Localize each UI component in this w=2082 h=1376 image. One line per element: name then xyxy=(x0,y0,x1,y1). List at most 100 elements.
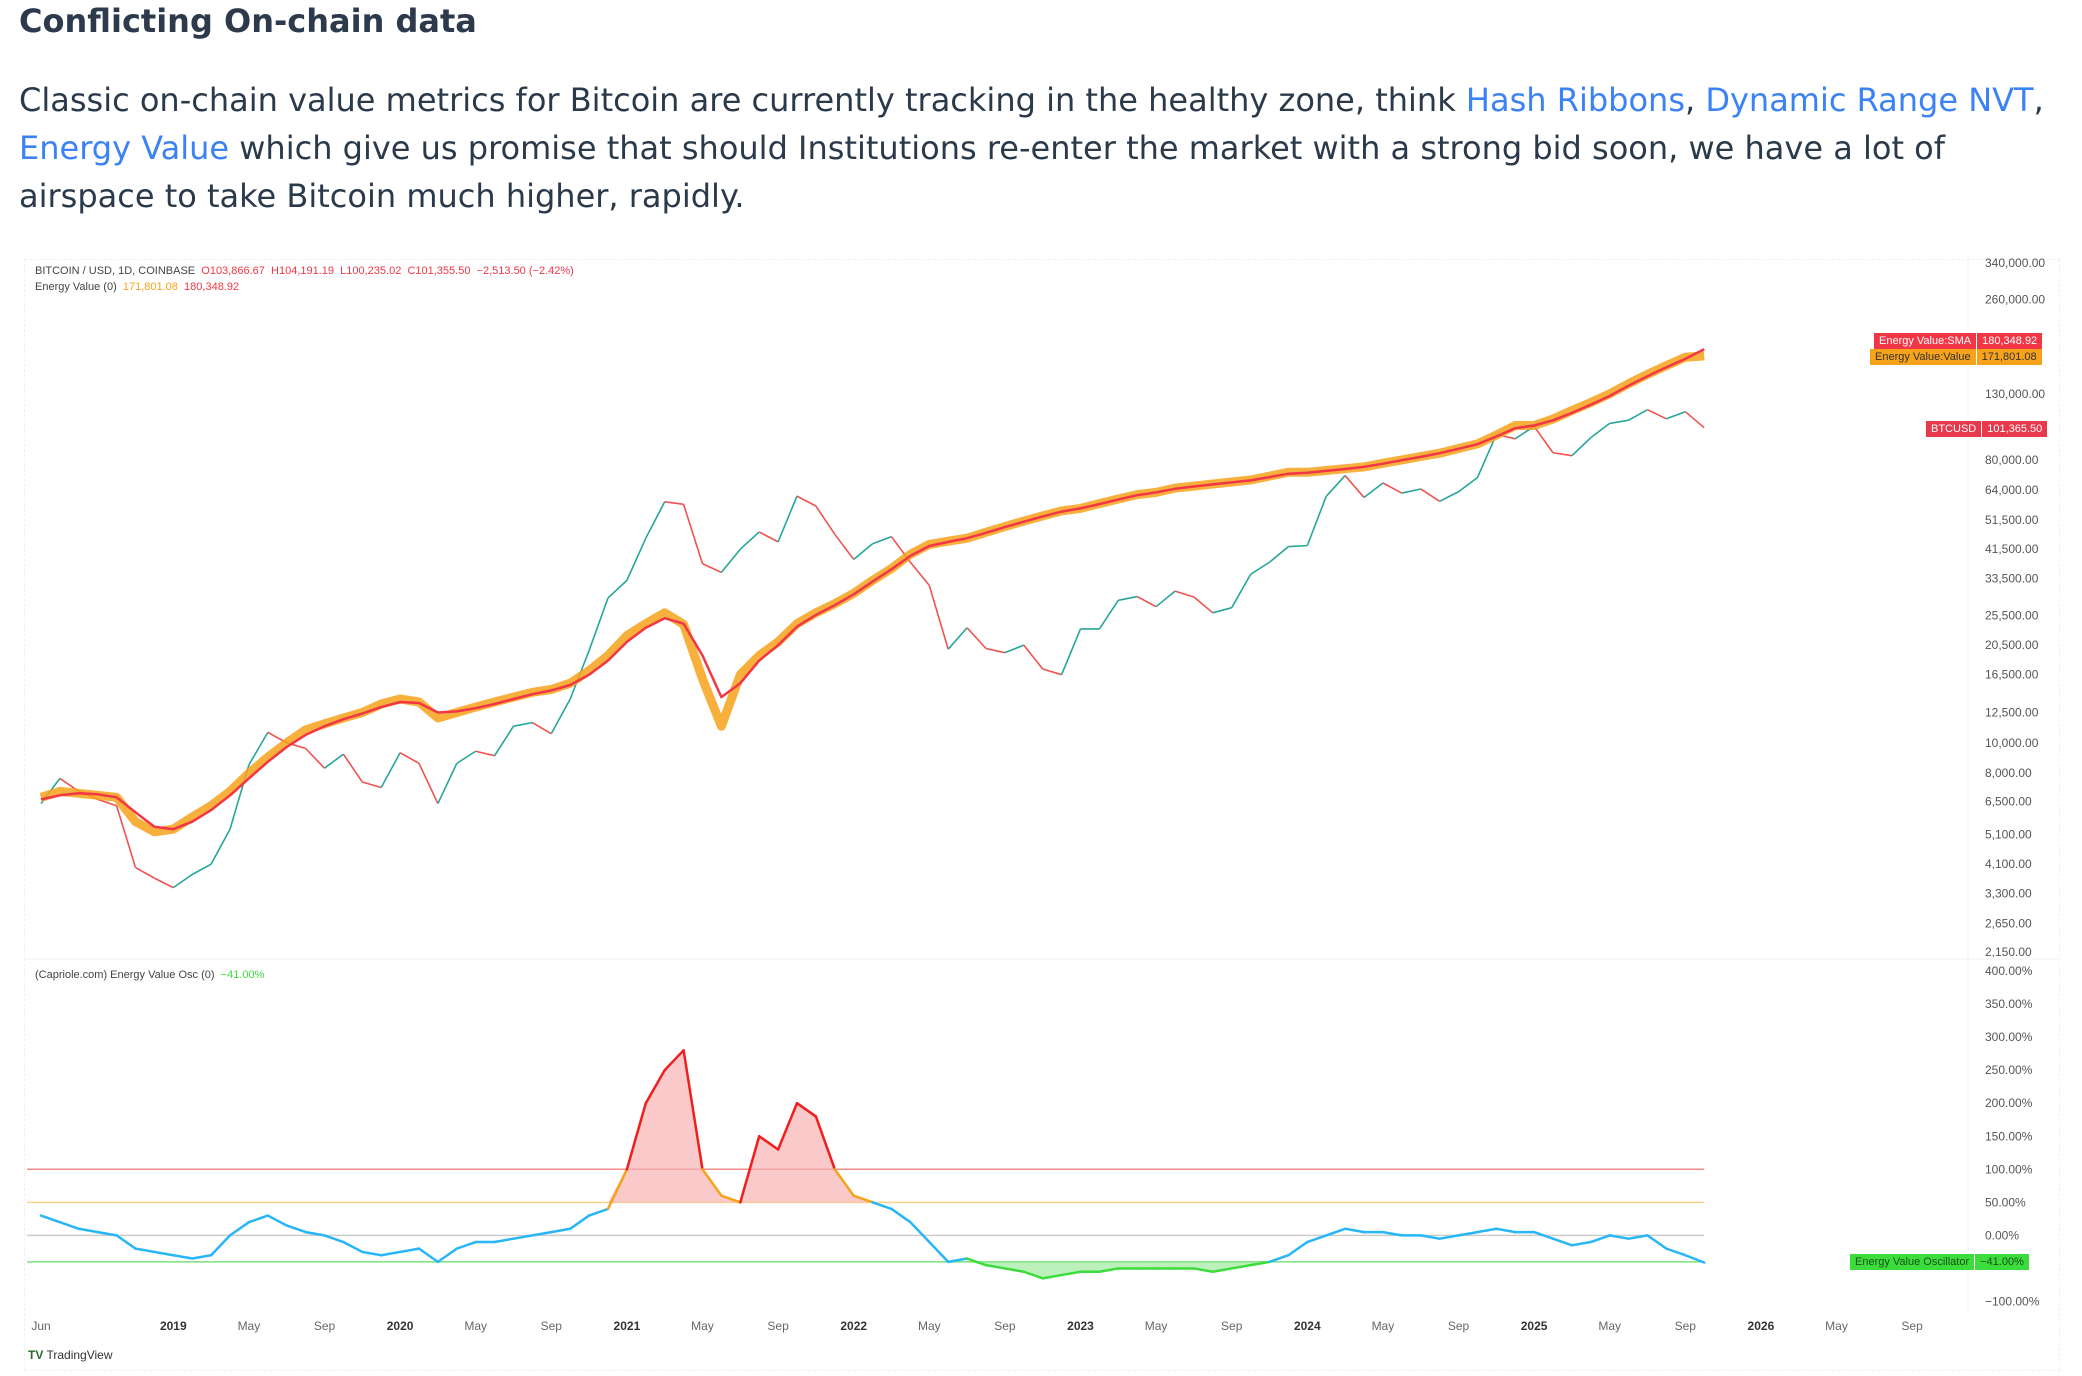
osc-line-segment xyxy=(909,1220,931,1244)
osc-line-segment xyxy=(1306,1234,1328,1244)
price-axis-tick: 12,500.00 xyxy=(1985,705,2039,719)
osc-line-segment xyxy=(1249,1260,1271,1267)
time-axis-tick: May xyxy=(918,1319,941,1333)
energy-value-legend: Energy Value (0) 171,801.08 180,348.92 xyxy=(35,281,239,293)
osc-axis-tick: 50.00% xyxy=(1985,1195,2026,1209)
btc-candle-segment xyxy=(1552,451,1573,457)
osc-axis-tick: 300.00% xyxy=(1985,1030,2033,1044)
osc-line-segment xyxy=(285,1224,307,1234)
price-legend: BITCOIN / USD, 1D, COINBASE O103,866.67 … xyxy=(35,265,574,277)
osc-line-segment xyxy=(398,1247,421,1254)
value-price-tag: Energy Value:Value 171,801.08 xyxy=(1870,349,2042,365)
btc-candle-segment xyxy=(1647,408,1667,420)
btc-candle-segment xyxy=(248,731,269,766)
osc-axis-tick: 150.00% xyxy=(1985,1129,2033,1143)
ev-value: 171,801.08 xyxy=(122,281,178,293)
btc-candle-segment xyxy=(135,866,155,879)
btc-candle-segment xyxy=(362,781,382,789)
osc-line-segment xyxy=(1022,1270,1044,1280)
time-axis-tick: Sep xyxy=(314,1319,336,1333)
price-axis-tick: 80,000.00 xyxy=(1985,453,2039,467)
osc-line-segment xyxy=(1003,1267,1026,1274)
link-energy-value[interactable]: Energy Value xyxy=(19,129,230,167)
btc-candle-segment xyxy=(1306,496,1327,546)
tradingview-chart[interactable] xyxy=(24,259,2060,1371)
link-hash-ribbons[interactable]: Hash Ribbons xyxy=(1465,81,1685,119)
osc-line-segment xyxy=(342,1240,364,1254)
btc-candle-segment xyxy=(834,533,855,560)
btc-candle-segment xyxy=(682,504,704,564)
btc-candle-segment xyxy=(1023,644,1044,670)
osc-line-segment xyxy=(663,1049,685,1072)
btc-candle-segment xyxy=(966,627,987,650)
osc-line-segment xyxy=(1457,1230,1479,1237)
change-value: −2,513.50 (−2.42%) xyxy=(476,265,574,277)
btc-candle-segment xyxy=(191,863,212,876)
osc-line-segment xyxy=(965,1257,988,1267)
osc-line-segment xyxy=(1438,1234,1460,1240)
price-axis-tick: 5,100.00 xyxy=(1985,827,2032,841)
price-axis-tick: 10,000.00 xyxy=(1985,736,2039,750)
price-axis-tick: 6,500.00 xyxy=(1985,794,2032,808)
time-axis-tick: May xyxy=(1825,1319,1848,1333)
osc-line-segment xyxy=(1608,1234,1630,1240)
btc-candle-segment xyxy=(1118,595,1138,602)
btc-candle-segment xyxy=(985,647,1006,654)
btc-candle-segment xyxy=(1288,544,1308,548)
time-axis-tick: 2022 xyxy=(840,1319,867,1333)
price-axis-tick: 260,000.00 xyxy=(1985,293,2045,307)
ev-label: Energy Value (0) xyxy=(35,281,117,293)
osc-line-segment xyxy=(228,1220,251,1237)
btc-candle-segment xyxy=(1268,545,1289,563)
osc-line-segment xyxy=(153,1250,175,1257)
time-axis-tick: 2024 xyxy=(1294,1319,1321,1333)
btc-candle-segment xyxy=(1193,596,1214,614)
ev-sma: 180,348.92 xyxy=(184,281,240,293)
osc-axis-tick: −100.00% xyxy=(1985,1295,2040,1309)
price-axis-tick: 2,650.00 xyxy=(1985,917,2032,931)
low-value: L100,235.02 xyxy=(340,265,402,277)
osc-axis-tick: 0.00% xyxy=(1985,1228,2019,1242)
time-axis-tick: Sep xyxy=(541,1319,563,1333)
energy-value-sma-line xyxy=(40,348,1705,831)
osc-line-segment xyxy=(58,1220,81,1231)
paragraph-text: Classic on-chain value metrics for Bitco… xyxy=(19,81,1466,119)
price-axis-tick: 25,500.00 xyxy=(1985,608,2039,622)
btc-candle-segment xyxy=(1136,595,1157,608)
osc-line-segment xyxy=(852,1194,874,1204)
btc-candle-segment xyxy=(1363,482,1384,499)
price-axis-tick: 33,500.00 xyxy=(1985,571,2039,585)
btc-candle-segment xyxy=(305,747,326,769)
separator: , xyxy=(2033,81,2044,119)
btc-candle-segment xyxy=(1382,482,1403,494)
time-axis-tick: May xyxy=(1598,1319,1621,1333)
paragraph-text: which give us promise that should Instit… xyxy=(19,129,1946,215)
osc-line-segment xyxy=(96,1230,118,1237)
btc-candle-segment xyxy=(1533,425,1554,454)
time-axis-tick: 2023 xyxy=(1067,1319,1094,1333)
btc-candle-segment xyxy=(1042,668,1062,676)
btc-candle-segment xyxy=(210,828,231,865)
oscillator-tag: Energy Value Oscillator −41.00% xyxy=(1850,1254,2029,1270)
osc-line-segment xyxy=(984,1263,1007,1270)
osc-line-segment xyxy=(682,1049,704,1171)
btc-candle-segment xyxy=(399,752,420,765)
btc-candle-segment xyxy=(1325,475,1346,497)
osc-line-segment xyxy=(928,1240,950,1264)
osc-line-segment xyxy=(323,1234,345,1244)
link-dynamic-range-nvt[interactable]: Dynamic Range NVT xyxy=(1705,81,2034,119)
btc-candle-segment xyxy=(115,805,137,868)
price-axis-tick: 64,000.00 xyxy=(1985,483,2039,497)
price-axis-tick: 130,000.00 xyxy=(1985,387,2045,401)
osc-line-segment xyxy=(1627,1234,1649,1240)
btc-candle-segment xyxy=(1571,437,1592,457)
btc-candle-segment xyxy=(1439,491,1459,503)
time-axis-tick: 2026 xyxy=(1748,1319,1775,1333)
osc-line-segment xyxy=(890,1207,912,1224)
time-axis-tick: Sep xyxy=(1448,1319,1470,1333)
tradingview-logo[interactable]: TV TradingView xyxy=(28,1348,113,1362)
btc-candle-segment xyxy=(97,798,117,807)
osc-line-segment xyxy=(625,1101,648,1171)
time-axis-tick: May xyxy=(238,1319,261,1333)
